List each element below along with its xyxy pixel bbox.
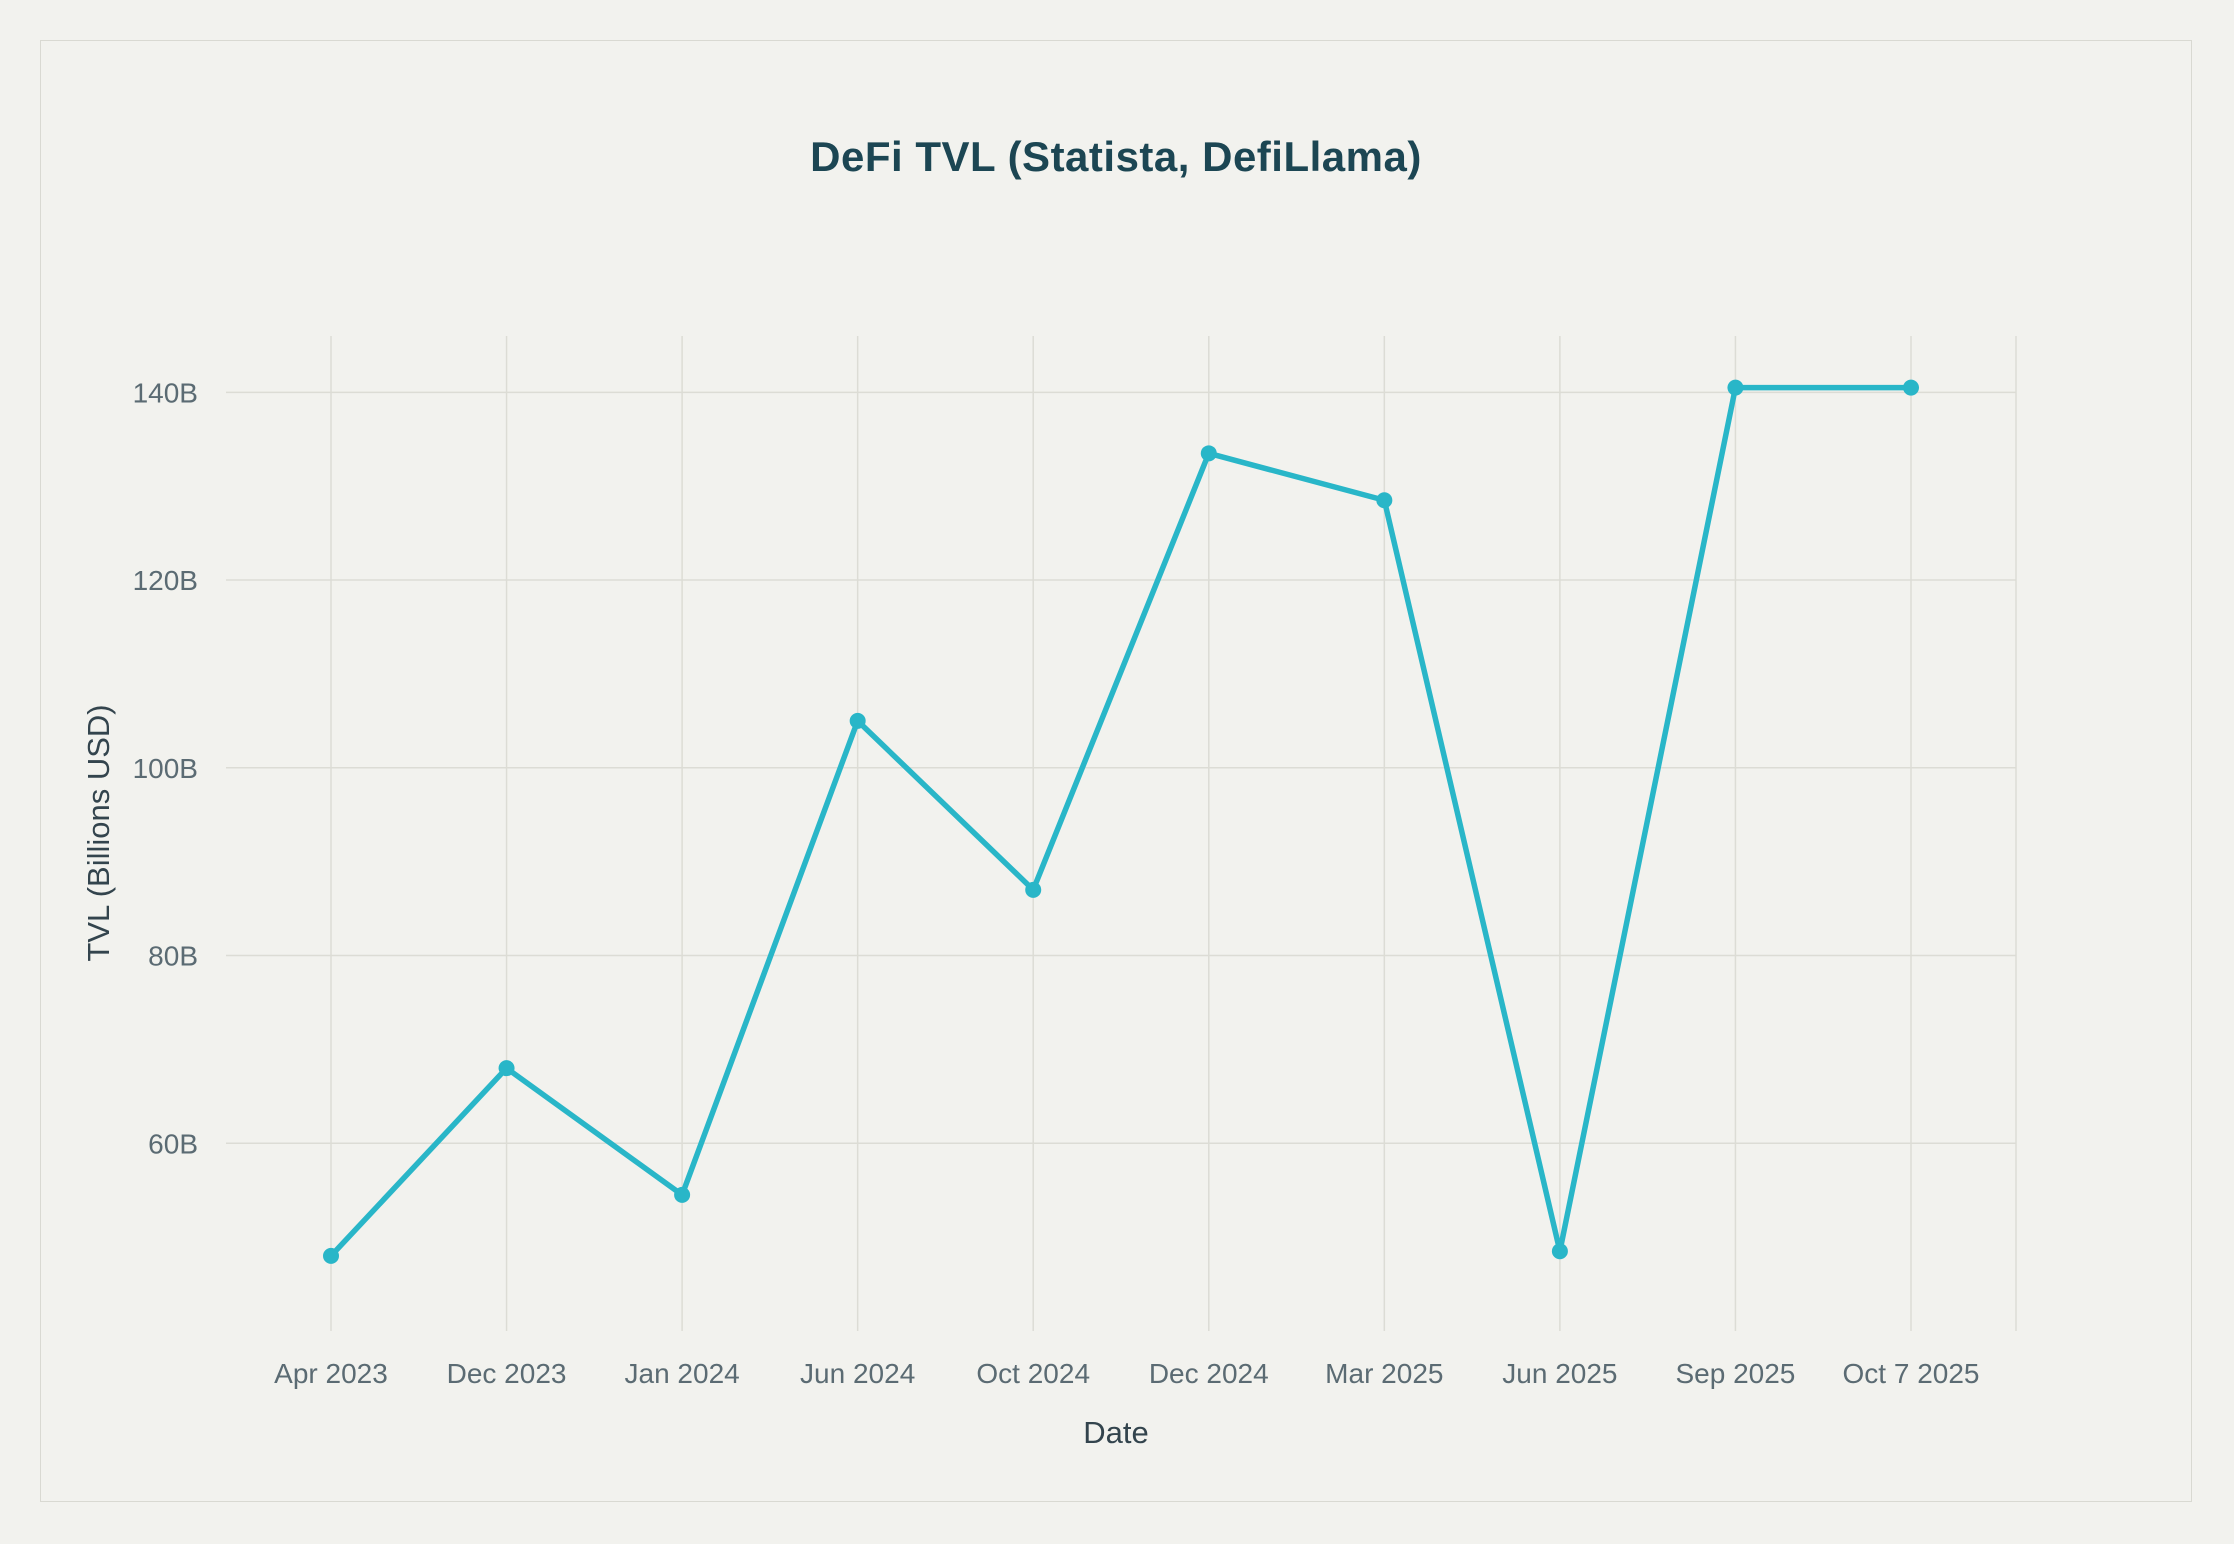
y-tick-label: 140B — [133, 377, 198, 408]
gridlines — [226, 336, 2017, 1331]
chart-card: DeFi TVL (Statista, DefiLlama) 60B 80B 100… — [40, 40, 2192, 1502]
data-point[interactable] — [1727, 379, 1744, 396]
data-point[interactable] — [1376, 492, 1393, 509]
x-tick-label: Oct 2024 — [976, 1358, 1090, 1389]
x-tick-label: Dec 2024 — [1149, 1358, 1269, 1389]
x-tick-label: Mar 2025 — [1325, 1358, 1443, 1389]
y-axis-title: TVL (Billions USD) — [81, 704, 116, 961]
x-tick-label: Apr 2023 — [274, 1358, 388, 1389]
x-tick-label: Dec 2023 — [447, 1358, 567, 1389]
x-axis-title: Date — [1083, 1415, 1148, 1450]
y-tick-label: 120B — [133, 565, 198, 596]
data-point[interactable] — [849, 712, 866, 729]
data-point[interactable] — [323, 1247, 339, 1264]
series-line — [323, 379, 1919, 1264]
y-axis-tick-labels: 60B 80B 100B 120B 140B — [133, 377, 198, 1159]
chart-title: DeFi TVL (Statista, DefiLlama) — [810, 133, 1422, 180]
series-path — [328, 384, 1914, 1259]
data-point[interactable] — [1551, 1243, 1568, 1260]
y-tick-label: 80B — [148, 941, 198, 972]
data-point[interactable] — [1025, 881, 1042, 898]
x-tick-label: Jun 2024 — [800, 1358, 915, 1389]
x-tick-label: Oct 7 2025 — [1843, 1358, 1980, 1389]
line-chart: 60B 80B 100B 120B 140B Apr 2023 Dec 2023 Jan 2… — [81, 336, 2017, 1450]
data-point[interactable] — [674, 1186, 691, 1203]
y-tick-label: 60B — [148, 1128, 198, 1159]
data-point[interactable] — [1200, 445, 1217, 462]
data-point[interactable] — [1903, 379, 1919, 396]
x-tick-label: Sep 2025 — [1675, 1358, 1795, 1389]
x-axis-tick-labels: Apr 2023 Dec 2023 Jan 2024 Jun 2024 Oct 2024… — [274, 1358, 1979, 1389]
x-tick-label: Jan 2024 — [625, 1358, 740, 1389]
data-point[interactable] — [498, 1060, 515, 1077]
x-tick-label: Jun 2025 — [1502, 1358, 1617, 1389]
y-tick-label: 100B — [133, 753, 198, 784]
